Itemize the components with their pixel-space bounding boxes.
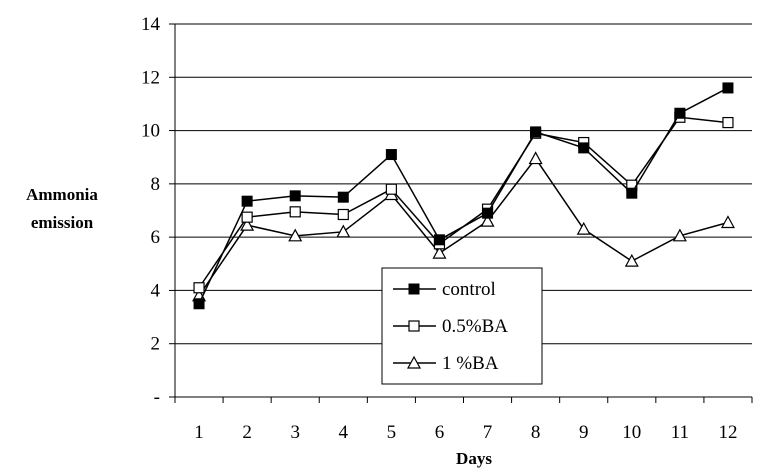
y-tick-label: 12 <box>141 67 160 88</box>
x-axis-label: Days <box>456 449 492 468</box>
y-tick-label: 8 <box>151 174 161 195</box>
data-point <box>672 228 687 242</box>
data-point <box>336 224 351 238</box>
data-point <box>289 190 301 202</box>
data-point <box>530 126 542 138</box>
y-axis-label-line2: emission <box>31 213 94 232</box>
data-point <box>385 149 397 161</box>
data-point <box>624 253 639 267</box>
x-tick-label: 8 <box>531 422 541 443</box>
data-point <box>480 213 495 227</box>
x-tick-label: 3 <box>290 422 300 443</box>
x-tick-label: 9 <box>579 422 589 443</box>
data-point <box>241 211 253 223</box>
data-point <box>240 217 255 231</box>
data-point <box>482 207 494 219</box>
y-tick-label: 6 <box>151 227 161 248</box>
x-tick-label: 2 <box>242 422 252 443</box>
y-tick-labels: - 2 4 6 8 10 12 14 <box>141 14 161 408</box>
data-point <box>385 183 397 195</box>
y-tick-label: 14 <box>141 14 161 35</box>
x-tick-label: 11 <box>671 422 689 443</box>
x-tick-label: 7 <box>483 422 493 443</box>
legend-label: control <box>442 279 496 300</box>
y-tick-label: 10 <box>141 121 160 142</box>
y-tick-label: 2 <box>151 334 161 355</box>
series-line <box>198 87 729 305</box>
x-tick-label: 4 <box>339 422 349 443</box>
data-point <box>193 298 205 310</box>
data-point <box>720 215 735 229</box>
data-point <box>528 151 543 165</box>
y-tick-label: - <box>154 387 160 408</box>
x-tick-label: 12 <box>718 422 737 443</box>
y-tick-label: 4 <box>151 280 161 301</box>
legend-label: 0.5%BA <box>442 316 508 337</box>
series-2 <box>193 111 734 294</box>
series-line <box>198 116 729 289</box>
data-point <box>432 245 447 259</box>
data-point <box>289 206 301 218</box>
data-point <box>674 107 686 119</box>
legend-marker <box>406 355 422 369</box>
axes <box>169 23 753 403</box>
legend-label: 1 %BA <box>442 353 499 374</box>
x-tick-label: 1 <box>194 422 204 443</box>
data-point <box>241 195 253 207</box>
legend-marker <box>408 320 420 332</box>
x-tick-label: 6 <box>435 422 445 443</box>
x-tick-labels: 1 2 3 4 5 6 7 8 9 10 11 12 <box>194 422 737 443</box>
x-tick-label: 5 <box>387 422 397 443</box>
data-point <box>337 191 349 203</box>
x-tick-label: 10 <box>622 422 641 443</box>
data-point <box>722 82 734 94</box>
series-line <box>198 157 729 297</box>
data-point <box>193 282 205 294</box>
data-point <box>288 228 303 242</box>
legend-marker <box>408 283 420 295</box>
data-point <box>626 187 638 199</box>
series-1 <box>193 82 734 310</box>
y-axis-label-line1: Ammonia <box>26 185 98 204</box>
series-group <box>192 82 735 310</box>
data-point <box>578 142 590 154</box>
data-point <box>576 221 591 235</box>
data-point <box>722 116 734 129</box>
data-point <box>337 208 349 221</box>
data-point <box>433 234 445 246</box>
legend: control 0.5%BA 1 %BA <box>381 267 543 385</box>
